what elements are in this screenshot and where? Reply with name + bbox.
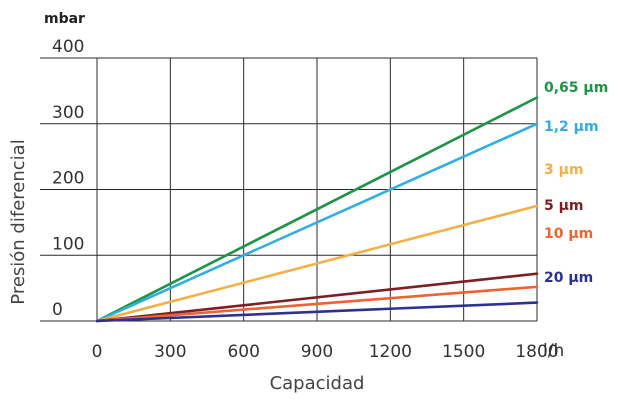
grid bbox=[40, 57, 538, 322]
series-lines bbox=[95, 96, 539, 323]
y-tick-label: 300 bbox=[52, 103, 84, 123]
x-axis-title: Capacidad bbox=[270, 373, 365, 394]
series-line bbox=[95, 122, 539, 323]
y-tick-label: 200 bbox=[52, 169, 84, 189]
series-line bbox=[95, 272, 539, 323]
x-tick-label: 900 bbox=[301, 342, 333, 362]
series-label: 5 µm bbox=[544, 198, 584, 214]
x-tick-label: 1200 bbox=[369, 342, 412, 362]
x-tick-label: 300 bbox=[154, 342, 186, 362]
x-tick-label: 600 bbox=[227, 342, 259, 362]
y-tick-labels: 0 100 200 300 400 bbox=[52, 37, 84, 320]
series-label: 20 µm bbox=[544, 270, 593, 286]
series-label: 10 µm bbox=[544, 226, 593, 242]
x-tick-label: 1800 bbox=[515, 342, 558, 362]
y-axis-title: Presión diferencial bbox=[8, 139, 29, 304]
series-label: 3 µm bbox=[544, 162, 584, 178]
x-tick-labels: 0 300 600 900 1200 1500 1800 bbox=[92, 342, 559, 362]
series-line bbox=[95, 301, 539, 323]
series-label: 0,65 µm bbox=[544, 80, 608, 96]
series-line bbox=[95, 96, 539, 323]
series-labels: 0,65 µm 1,2 µm 3 µm 5 µm 10 µm 20 µm bbox=[544, 80, 608, 286]
y-tick-label: 100 bbox=[52, 234, 84, 254]
x-tick-label: 0 bbox=[92, 342, 103, 362]
series-line bbox=[95, 285, 539, 323]
series-line bbox=[95, 204, 539, 323]
y-unit-label: mbar bbox=[44, 11, 85, 27]
y-tick-label: 400 bbox=[52, 37, 84, 57]
y-tick-label: 0 bbox=[52, 300, 63, 320]
x-tick-label: 1500 bbox=[442, 342, 485, 362]
x-unit-label: l/h bbox=[543, 341, 564, 361]
series-label: 1,2 µm bbox=[544, 119, 599, 135]
